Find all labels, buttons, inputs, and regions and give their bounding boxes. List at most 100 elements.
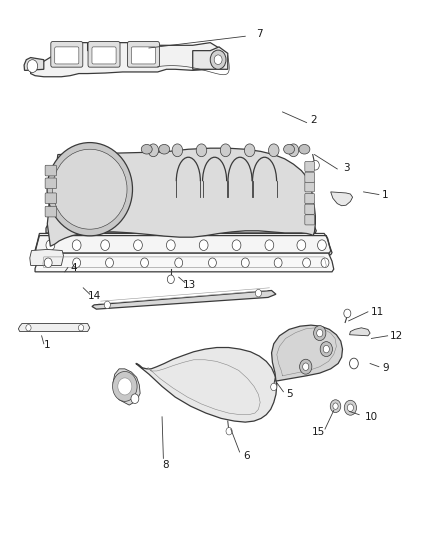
FancyBboxPatch shape — [45, 193, 57, 204]
FancyBboxPatch shape — [45, 178, 57, 189]
Circle shape — [167, 275, 174, 284]
Circle shape — [78, 325, 84, 331]
Text: 11: 11 — [371, 307, 384, 317]
FancyBboxPatch shape — [127, 42, 159, 67]
Circle shape — [320, 342, 332, 357]
Circle shape — [196, 144, 207, 157]
Text: 9: 9 — [382, 363, 389, 373]
Text: 13: 13 — [183, 280, 196, 290]
Text: 2: 2 — [310, 115, 317, 125]
Circle shape — [175, 258, 183, 268]
FancyBboxPatch shape — [305, 182, 314, 192]
Circle shape — [26, 325, 31, 331]
FancyBboxPatch shape — [305, 204, 314, 214]
Circle shape — [268, 144, 279, 157]
FancyBboxPatch shape — [131, 47, 155, 64]
FancyBboxPatch shape — [305, 161, 314, 172]
Circle shape — [208, 258, 216, 268]
Circle shape — [344, 309, 351, 318]
Circle shape — [118, 378, 132, 395]
Ellipse shape — [47, 142, 132, 236]
Polygon shape — [30, 249, 64, 265]
Ellipse shape — [141, 144, 152, 154]
FancyBboxPatch shape — [305, 172, 314, 182]
Ellipse shape — [53, 149, 127, 229]
Polygon shape — [24, 58, 44, 70]
Circle shape — [317, 329, 323, 337]
Circle shape — [297, 240, 306, 251]
Polygon shape — [18, 324, 90, 332]
FancyBboxPatch shape — [305, 193, 314, 204]
Text: 1: 1 — [44, 341, 51, 350]
Text: 12: 12 — [390, 331, 403, 341]
Circle shape — [131, 394, 139, 403]
FancyBboxPatch shape — [88, 42, 120, 67]
FancyBboxPatch shape — [45, 165, 57, 176]
Text: 5: 5 — [286, 390, 293, 399]
Polygon shape — [36, 236, 331, 253]
Circle shape — [214, 55, 222, 64]
Polygon shape — [350, 328, 370, 336]
Circle shape — [241, 258, 249, 268]
Polygon shape — [47, 148, 315, 246]
FancyBboxPatch shape — [92, 47, 116, 64]
Polygon shape — [113, 369, 140, 405]
Circle shape — [44, 258, 52, 268]
Circle shape — [106, 258, 113, 268]
Text: 8: 8 — [162, 460, 169, 470]
FancyBboxPatch shape — [51, 42, 83, 67]
Circle shape — [311, 160, 319, 170]
Text: 10: 10 — [365, 412, 378, 422]
Circle shape — [303, 363, 309, 370]
Text: 14: 14 — [88, 291, 101, 301]
Ellipse shape — [159, 144, 170, 154]
FancyBboxPatch shape — [305, 215, 314, 225]
Text: 6: 6 — [243, 451, 250, 461]
Text: 15: 15 — [312, 427, 325, 437]
Circle shape — [303, 258, 311, 268]
Text: 3: 3 — [343, 163, 350, 173]
Circle shape — [141, 258, 148, 268]
Circle shape — [300, 359, 312, 374]
Circle shape — [113, 372, 137, 401]
Circle shape — [226, 427, 232, 435]
Ellipse shape — [299, 144, 310, 154]
Ellipse shape — [284, 144, 295, 154]
Circle shape — [166, 240, 175, 251]
Circle shape — [72, 240, 81, 251]
Circle shape — [271, 383, 277, 391]
Circle shape — [274, 258, 282, 268]
Circle shape — [101, 240, 110, 251]
FancyBboxPatch shape — [45, 206, 57, 217]
Circle shape — [265, 240, 274, 251]
Circle shape — [73, 258, 81, 268]
Circle shape — [323, 345, 329, 353]
Circle shape — [321, 258, 329, 268]
FancyBboxPatch shape — [55, 47, 79, 64]
Circle shape — [330, 400, 341, 413]
Circle shape — [27, 60, 38, 72]
Circle shape — [199, 240, 208, 251]
Circle shape — [148, 144, 159, 157]
Polygon shape — [92, 290, 276, 309]
Polygon shape — [35, 253, 334, 272]
Polygon shape — [136, 348, 277, 422]
Circle shape — [134, 240, 142, 251]
Polygon shape — [272, 325, 343, 381]
Circle shape — [172, 144, 183, 157]
Text: 1: 1 — [382, 190, 389, 199]
Circle shape — [344, 400, 357, 415]
Circle shape — [350, 358, 358, 369]
Polygon shape — [193, 47, 228, 69]
Text: 7: 7 — [256, 29, 263, 38]
Text: 4: 4 — [70, 263, 77, 272]
Circle shape — [288, 144, 299, 157]
Circle shape — [255, 289, 261, 297]
Circle shape — [220, 144, 231, 157]
Circle shape — [46, 240, 55, 251]
Circle shape — [210, 50, 226, 69]
Circle shape — [244, 144, 255, 157]
Circle shape — [318, 240, 326, 251]
Polygon shape — [31, 43, 228, 77]
Polygon shape — [46, 224, 316, 233]
